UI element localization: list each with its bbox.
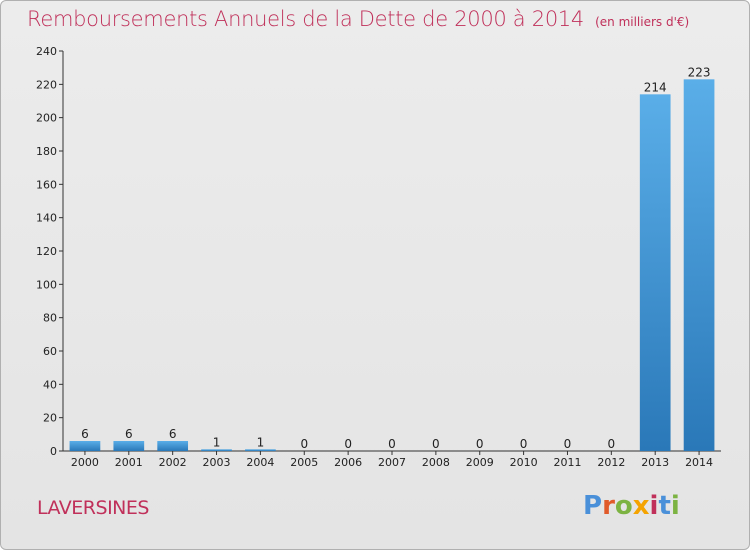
x-tick-label: 2014 [685,456,713,469]
y-tick-label: 160 [36,178,57,191]
bar-value-label: 6 [125,427,133,441]
x-tick-label: 2007 [378,456,406,469]
bar [201,449,232,451]
x-tick-label: 2013 [641,456,669,469]
chart-title: Remboursements Annuels de la Dette de 20… [27,7,584,31]
y-tick-label: 220 [36,78,57,91]
logo-letter: P [583,491,603,521]
chart-header: Remboursements Annuels de la Dette de 20… [27,7,689,31]
bar-value-label: 0 [432,437,440,451]
x-tick-label: 2002 [159,456,187,469]
x-tick-label: 2006 [334,456,362,469]
logo-letter: i [649,491,659,521]
bar-value-label: 0 [520,437,528,451]
x-tick-label: 2011 [553,456,581,469]
bar [639,94,671,451]
chart-subtitle: (en milliers d'€) [595,15,690,29]
y-tick-label: 140 [36,212,57,225]
bar-value-label: 223 [688,65,711,79]
y-tick-label: 80 [43,312,57,325]
x-tick-label: 2004 [246,456,274,469]
x-tick-label: 2009 [466,456,494,469]
x-tick-label: 2003 [203,456,231,469]
bar [69,441,101,451]
x-tick-label: 2008 [422,456,450,469]
y-tick-label: 240 [36,45,57,58]
bar [245,449,276,451]
y-tick-label: 40 [43,378,57,391]
y-tick-label: 60 [43,345,57,358]
bar-value-label: 0 [608,437,616,451]
y-tick-label: 120 [36,245,57,258]
bar [157,441,189,451]
y-tick-label: 100 [36,278,57,291]
y-tick-label: 0 [50,445,57,458]
logo-letter: i [670,491,680,521]
bar-value-label: 0 [564,437,572,451]
logo-letter: t [658,491,671,521]
bar [683,79,715,451]
bar-value-label: 214 [644,80,667,94]
y-tick-label: 200 [36,112,57,125]
bar-value-label: 1 [257,435,265,449]
y-tick-label: 180 [36,145,57,158]
x-tick-label: 2010 [510,456,538,469]
logo-letter: x [632,491,650,521]
bar [113,441,145,451]
location-label: LAVERSINES [37,497,149,519]
bar-value-label: 6 [169,427,177,441]
y-tick-label: 20 [43,412,57,425]
bar-value-label: 0 [388,437,396,451]
chart-bars [69,79,715,451]
proxiti-logo[interactable]: Proxiti [583,491,680,521]
logo-letter: o [614,491,633,521]
bar-value-label: 6 [81,427,89,441]
x-tick-label: 2001 [115,456,143,469]
chart-value-labels: 6 6 6 1 1 0 0 0 0 0 0 0 0 214 223 [81,65,710,451]
bar-value-label: 0 [476,437,484,451]
x-tick-label: 2005 [290,456,318,469]
bar-value-label: 0 [344,437,352,451]
x-tick-label: 2000 [71,456,99,469]
bar-value-label: 0 [300,437,308,451]
bar-value-label: 1 [213,435,221,449]
x-tick-label: 2012 [597,456,625,469]
logo-letter: r [602,491,615,521]
